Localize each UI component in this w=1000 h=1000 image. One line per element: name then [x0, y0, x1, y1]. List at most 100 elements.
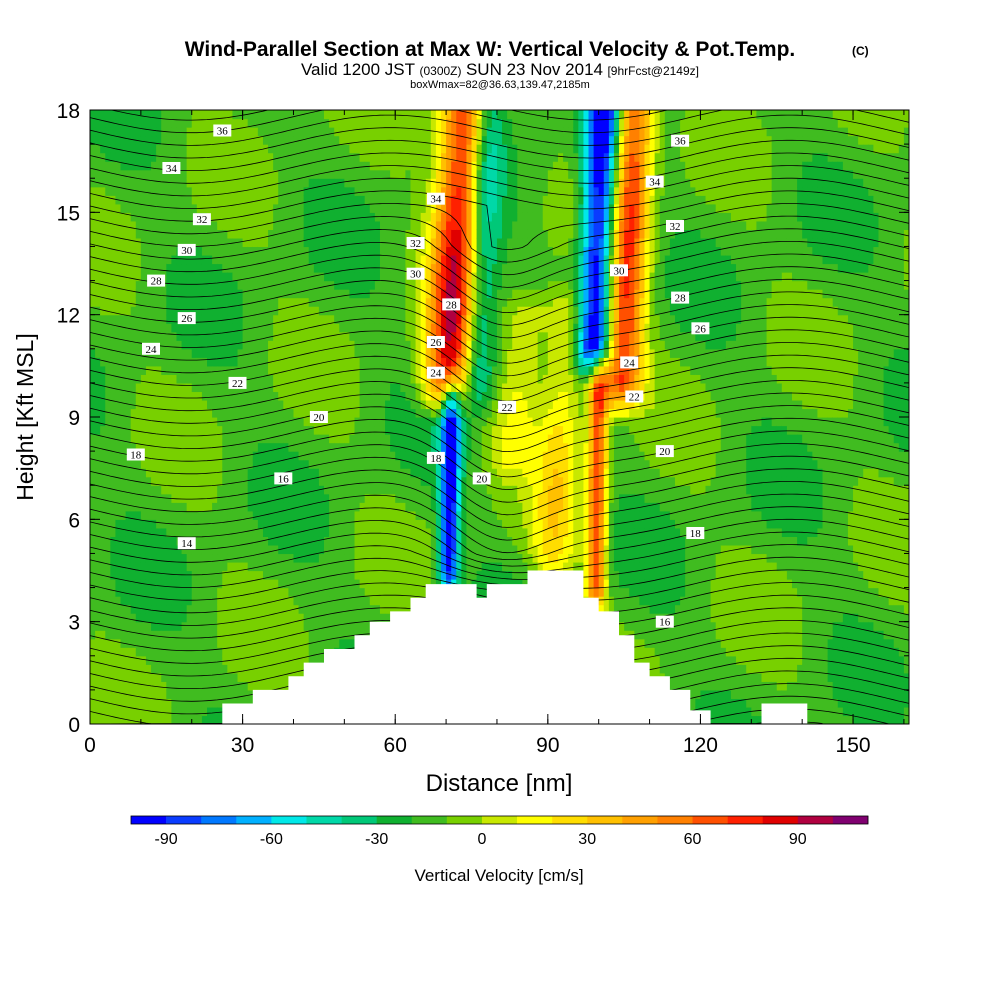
velocity-cell — [135, 382, 142, 393]
velocity-cell — [232, 476, 239, 486]
velocity-cell — [212, 323, 218, 333]
velocity-cell — [151, 408, 157, 418]
velocity-cell — [435, 357, 442, 367]
velocity-cell — [135, 399, 142, 410]
velocity-cell — [252, 434, 259, 444]
velocity-cell — [207, 306, 213, 316]
velocity-cell — [288, 195, 295, 205]
velocity-cell — [120, 161, 127, 171]
velocity-cell — [237, 306, 244, 316]
velocity-cell — [430, 212, 437, 222]
velocity-cell — [135, 655, 142, 665]
velocity-cell — [283, 647, 289, 657]
velocity-cell — [207, 485, 213, 495]
velocity-cell — [186, 382, 193, 393]
velocity-cell — [207, 263, 213, 273]
velocity-cell — [212, 118, 218, 128]
velocity-cell — [90, 246, 96, 256]
velocity-cell — [130, 519, 137, 529]
velocity-cell — [242, 596, 249, 606]
velocity-cell — [349, 630, 356, 640]
velocity-cell — [217, 297, 223, 307]
velocity-cell — [90, 502, 96, 512]
velocity-cell — [140, 570, 147, 580]
velocity-cell — [166, 613, 172, 623]
velocity-cell — [95, 220, 101, 230]
velocity-cell — [222, 306, 228, 316]
velocity-cell — [100, 203, 106, 213]
velocity-cell — [207, 374, 213, 384]
velocity-cell — [374, 246, 381, 256]
velocity-cell — [262, 263, 269, 273]
velocity-cell — [395, 382, 401, 393]
velocity-cell — [313, 587, 320, 597]
chart-title-suffix: (C) — [852, 44, 869, 58]
velocity-cell — [130, 459, 137, 469]
velocity-cell — [135, 195, 142, 205]
velocity-cell — [207, 442, 213, 452]
velocity-cell — [369, 417, 376, 427]
velocity-cell — [334, 272, 340, 282]
velocity-cell — [268, 254, 274, 265]
velocity-cell — [151, 212, 157, 222]
velocity-cell — [405, 246, 412, 256]
velocity-cell — [135, 365, 142, 375]
velocity-cell — [425, 152, 432, 162]
velocity-cell — [435, 254, 442, 265]
velocity-cell — [374, 544, 381, 555]
velocity-cell — [140, 587, 147, 597]
velocity-cell — [257, 485, 264, 495]
velocity-cell — [379, 229, 386, 239]
velocity-cell — [176, 485, 183, 495]
velocity-cell — [151, 306, 157, 316]
velocity-cell — [110, 161, 117, 171]
velocity-cell — [140, 289, 147, 299]
velocity-cell — [120, 715, 127, 724]
velocity-cell — [379, 195, 386, 205]
velocity-cell — [232, 689, 239, 700]
velocity-cell — [191, 553, 198, 563]
velocity-cell — [329, 331, 335, 341]
velocity-cell — [151, 203, 157, 213]
velocity-cell — [359, 237, 366, 248]
velocity-cell — [303, 425, 310, 435]
velocity-cell — [425, 417, 432, 427]
velocity-cell — [201, 434, 208, 444]
velocity-cell — [176, 442, 183, 452]
velocity-cell — [324, 630, 330, 640]
velocity-cell — [176, 621, 183, 631]
velocity-cell — [262, 110, 269, 120]
velocity-cell — [334, 374, 340, 384]
velocity-cell — [374, 220, 381, 230]
velocity-cell — [151, 110, 157, 120]
velocity-cell — [252, 127, 259, 137]
velocity-cell — [140, 195, 147, 205]
velocity-cell — [385, 331, 391, 341]
velocity-cell — [318, 203, 325, 213]
velocity-cell — [232, 647, 239, 657]
velocity-cell — [410, 331, 417, 341]
velocity-cell — [156, 365, 162, 375]
velocity-cell — [435, 561, 442, 572]
velocity-cell — [257, 178, 264, 188]
velocity-cell — [196, 553, 203, 563]
velocity-cell — [95, 246, 101, 256]
velocity-cell — [354, 195, 361, 205]
velocity-cell — [293, 493, 300, 503]
velocity-cell — [278, 425, 284, 435]
velocity-cell — [125, 203, 132, 213]
velocity-cell — [344, 561, 351, 572]
velocity-cell — [257, 425, 264, 435]
velocity-cell — [176, 220, 183, 230]
velocity-cell — [176, 434, 183, 444]
velocity-cell — [252, 212, 259, 222]
velocity-cell — [222, 519, 228, 529]
velocity-cell — [420, 297, 427, 307]
velocity-cell — [369, 272, 376, 282]
velocity-cell — [227, 229, 234, 239]
velocity-cell — [176, 647, 183, 657]
velocity-cell — [95, 638, 101, 648]
velocity-cell — [308, 459, 315, 469]
velocity-cell — [196, 323, 203, 333]
velocity-cell — [410, 536, 417, 546]
